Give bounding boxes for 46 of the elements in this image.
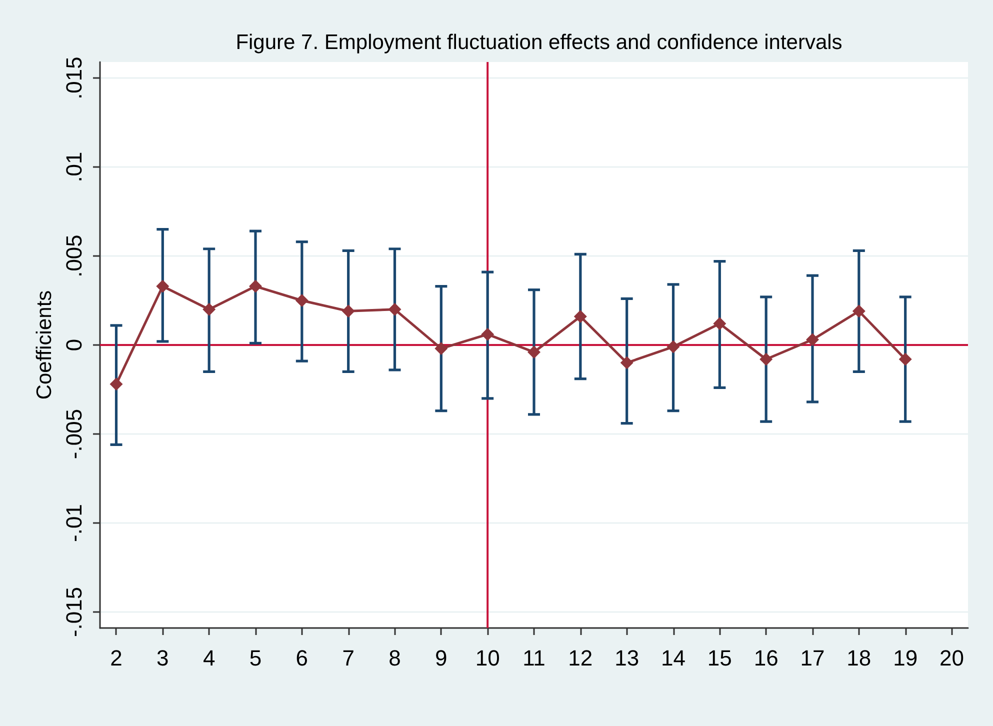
x-tick-label: 7 — [342, 646, 354, 670]
x-tick-label: 19 — [893, 646, 918, 670]
y-tick-label: 0 — [62, 338, 86, 352]
point — [110, 378, 123, 391]
y-tick-label: .015 — [62, 56, 86, 100]
x-tick-label: 11 — [522, 646, 546, 670]
x-tick-label: 3 — [156, 646, 169, 670]
point — [806, 333, 820, 346]
y-tick-label: -.015 — [62, 586, 86, 638]
x-tick-label: 13 — [614, 646, 640, 670]
point — [713, 317, 726, 330]
point — [481, 328, 494, 341]
point — [202, 302, 216, 316]
y-tick-label: -.01 — [62, 504, 86, 542]
point — [620, 356, 634, 370]
x-tick-label: 4 — [202, 646, 216, 670]
y-tick-label: -.005 — [62, 408, 86, 460]
point — [295, 294, 308, 308]
point — [898, 352, 912, 366]
point — [388, 302, 402, 316]
x-tick-label: 2 — [110, 646, 122, 670]
x-tick-label: 12 — [568, 646, 593, 670]
x-tick-label: 9 — [435, 646, 448, 670]
y-axis-title: Coefficients — [33, 290, 56, 400]
x-tick-label: 5 — [249, 646, 262, 670]
point — [342, 304, 355, 318]
x-tick-label: 10 — [475, 646, 500, 670]
point — [666, 340, 680, 354]
x-tick-label: 8 — [388, 646, 401, 670]
x-tick-label: 14 — [661, 646, 686, 670]
x-tick-label: 6 — [296, 646, 308, 670]
x-tick-label: 16 — [754, 646, 778, 670]
point — [248, 280, 262, 293]
chart-title: Figure 7. Employment fluctuation effects and confidence intervals — [236, 31, 842, 54]
point — [156, 280, 170, 293]
point — [852, 304, 866, 318]
point — [434, 342, 448, 356]
y-tick-label: .01 — [62, 152, 86, 182]
x-tick-label: 18 — [846, 646, 872, 670]
point — [760, 352, 773, 366]
y-tick-label: .005 — [62, 234, 86, 278]
x-tick-label: 17 — [800, 646, 825, 670]
x-tick-label: 20 — [940, 646, 964, 670]
point — [574, 310, 587, 324]
x-tick-label: 15 — [707, 646, 732, 670]
point — [528, 346, 540, 359]
